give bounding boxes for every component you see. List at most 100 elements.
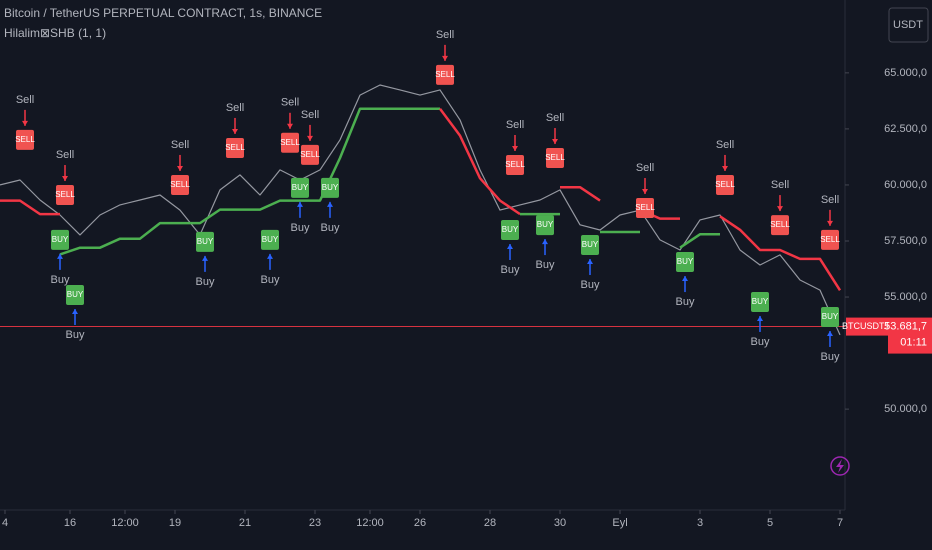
signal-arrow-head: [72, 309, 78, 315]
signal-box-label: SELL: [770, 220, 790, 229]
signal-box-label: SELL: [15, 135, 35, 144]
signal-arrow-head: [307, 135, 313, 141]
y-tick-label: 57.500,0: [884, 235, 927, 247]
indicator-label: Hilalim⊠SHB (1, 1): [4, 26, 106, 40]
signal-box-label: SELL: [635, 203, 655, 212]
signal-text: Buy: [751, 336, 770, 348]
signal-box-label: SELL: [280, 138, 300, 147]
y-tick-label: 55.000,0: [884, 291, 927, 303]
signal-sell: SELL Sell: [435, 29, 455, 85]
signal-arrow-head: [552, 139, 558, 145]
x-tick-label: 28: [484, 517, 496, 529]
signal-arrow-head: [287, 123, 293, 129]
x-tick-label: 12:00: [111, 517, 139, 529]
signal-box-label: BUY: [292, 183, 309, 192]
signal-text: Buy: [261, 274, 280, 286]
signal-box: [281, 132, 299, 153]
signal-arrow-head: [587, 259, 593, 265]
price-line: [0, 84, 841, 336]
signal-text: Sell: [771, 179, 789, 191]
signal-text: Buy: [66, 329, 85, 341]
signal-buy: BUY Buy: [261, 229, 280, 286]
signal-box-label: SELL: [505, 160, 525, 169]
signal-arrow-head: [507, 244, 513, 250]
currency-button[interactable]: [888, 7, 929, 43]
symbol-label-box: [846, 317, 888, 336]
signal-box-label: BUY: [197, 237, 214, 246]
signal-text: Sell: [636, 162, 654, 174]
x-tick-label: 30: [554, 517, 566, 529]
currency-button-label[interactable]: USDT: [893, 19, 923, 31]
signal-box: [506, 154, 524, 175]
signal-arrow-head: [57, 253, 63, 259]
signal-box-label: BUY: [262, 235, 279, 244]
signal-box: [301, 144, 319, 165]
signal-box: [291, 177, 309, 198]
signal-box-label: BUY: [67, 290, 84, 299]
signal-arrow-head: [442, 55, 448, 61]
chart-title: Bitcoin / TetherUS PERPETUAL CONTRACT, 1…: [4, 6, 322, 20]
signal-box-label: BUY: [752, 297, 769, 306]
signal-text: Sell: [821, 194, 839, 206]
signal-buy: BUY Buy: [581, 235, 600, 291]
signal-text: Sell: [226, 102, 244, 114]
y-tick-label: 60.000,0: [884, 179, 927, 191]
signal-box-label: SELL: [300, 150, 320, 159]
replay-icon[interactable]: [830, 456, 850, 476]
x-tick-label: 26: [414, 517, 426, 529]
signal-box: [196, 231, 214, 252]
x-tick-label: 19: [169, 517, 181, 529]
signal-arrow-head: [642, 189, 648, 195]
signal-sell: SELL Sell: [170, 139, 190, 195]
signal-sell: SELL Sell: [770, 179, 790, 236]
signal-box-label: BUY: [537, 220, 554, 229]
x-tick-label: 5: [767, 517, 773, 529]
signal-box-label: SELL: [55, 190, 75, 199]
signal-arrow-head: [62, 176, 68, 182]
signal-box-label: BUY: [52, 235, 69, 244]
signal-sell: SELL Sell: [300, 109, 320, 165]
trailing-stop-line: [560, 185, 601, 202]
signal-sell: SELL Sell: [15, 94, 35, 150]
signal-box: [581, 235, 599, 256]
signal-text: Buy: [196, 276, 215, 288]
symbol-label: BTCUSDT.P: [842, 321, 892, 331]
signal-buy: BUY Buy: [321, 177, 340, 234]
signal-text: Buy: [821, 351, 840, 363]
signal-arrow-head: [722, 165, 728, 171]
signal-box-label: BUY: [677, 257, 694, 266]
y-tick-label: 62.500,0: [884, 123, 927, 135]
signal-text: Buy: [501, 264, 520, 276]
signal-box: [436, 64, 454, 85]
signal-sell: SELL Sell: [280, 97, 300, 153]
signal-arrow-head: [542, 239, 548, 245]
x-tick-label: 7: [837, 517, 843, 529]
signal-box: [66, 285, 84, 306]
signal-arrow-head: [327, 201, 333, 207]
x-tick-label: 16: [64, 517, 76, 529]
last-price-time: 01:11: [900, 336, 927, 348]
signal-box-label: SELL: [225, 143, 245, 152]
signal-box-label: BUY: [502, 225, 519, 234]
signal-arrow-head: [827, 330, 833, 336]
signal-buy: BUY Buy: [51, 229, 70, 286]
signal-buy: BUY Buy: [676, 252, 695, 308]
signal-buy: BUY Buy: [751, 291, 770, 348]
signal-arrow-head: [297, 201, 303, 207]
signal-text: Sell: [16, 94, 34, 106]
signal-box: [226, 137, 244, 158]
signal-box: [261, 229, 279, 250]
signal-box: [751, 291, 769, 312]
trailing-stop-line: [0, 199, 60, 216]
signal-text: Buy: [321, 222, 340, 234]
signal-arrow-head: [267, 253, 273, 259]
signal-buy: BUY Buy: [196, 231, 215, 288]
signal-box-label: SELL: [715, 180, 735, 189]
signal-box: [821, 229, 839, 250]
signal-text: Buy: [51, 274, 70, 286]
signal-sell: SELL Sell: [545, 112, 565, 169]
signal-arrow-head: [202, 255, 208, 261]
signal-sell: SELL Sell: [55, 149, 75, 206]
signal-box: [16, 129, 34, 150]
